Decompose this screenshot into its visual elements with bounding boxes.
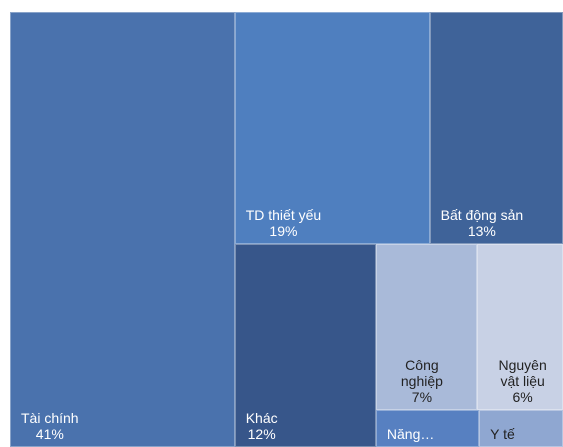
cell-label: Y tế xyxy=(490,426,515,442)
value-label: 7% xyxy=(411,389,433,406)
cell-label: Tài chính 41% xyxy=(21,410,79,442)
cell-label: Bất động sản 13% xyxy=(441,207,524,239)
value-label: 6% xyxy=(512,389,533,406)
value-label: 12% xyxy=(247,425,276,442)
category-label: Y tế xyxy=(490,425,515,442)
cell-label: Năng… xyxy=(387,426,434,442)
treemap: Tài chính 41% TD thiết yếu 19% Bất động sản 1… xyxy=(10,12,563,447)
treemap-cell: Công nghiệp 7% xyxy=(375,244,477,411)
treemap-cell: Tài chính 41% xyxy=(10,12,235,447)
treemap-cell: Khác 12% xyxy=(234,244,376,447)
treemap-cell: Y tế xyxy=(479,410,563,447)
category-label: Công nghiệp xyxy=(400,357,443,390)
category-label: Năng… xyxy=(386,425,435,442)
cell-label: Nguyên vật liệu 6% xyxy=(488,357,558,405)
cell-label: TD thiết yếu 19% xyxy=(246,207,321,239)
treemap-cell: Bất động sản 13% xyxy=(429,12,563,245)
value-label: 19% xyxy=(269,223,298,240)
cell-label: Khác 12% xyxy=(246,410,278,442)
value-label: 13% xyxy=(467,223,496,240)
category-label: TD thiết yếu xyxy=(245,207,322,224)
value-label: 41% xyxy=(35,426,64,442)
category-label: Tài chính xyxy=(21,410,79,426)
cell-label: Công nghiệp 7% xyxy=(387,357,457,405)
category-label: Nguyên vật liệu xyxy=(498,357,547,390)
category-label: Khác xyxy=(245,409,278,426)
treemap-cell: Năng… xyxy=(375,410,480,447)
treemap-cell: TD thiết yếu 19% xyxy=(234,12,430,245)
category-label: Bất động sản xyxy=(440,207,524,224)
treemap-cell: Nguyên vật liệu 6% xyxy=(476,244,563,411)
